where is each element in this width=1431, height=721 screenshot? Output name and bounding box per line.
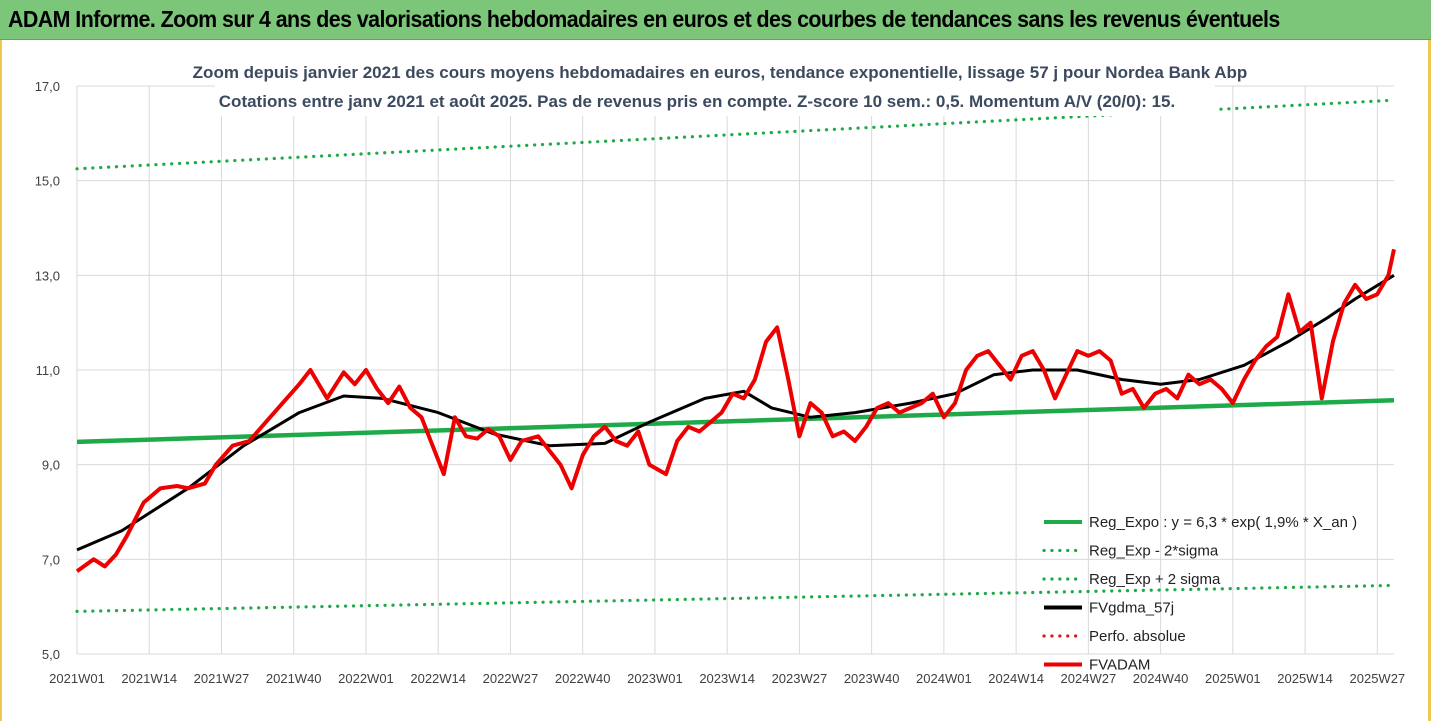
x-tick-label: 2021W27	[194, 671, 250, 686]
legend-label-4: Perfo. absolue	[1089, 628, 1186, 645]
y-tick-label: 5,0	[42, 647, 60, 662]
x-tick-label: 2024W14	[988, 671, 1044, 686]
y-axis-ticks: 5,0 7,0 9,0 11,0 13,0 15,0 17,0	[35, 79, 60, 662]
y-tick-label: 13,0	[35, 268, 60, 283]
series-line-5	[75, 248, 1396, 573]
legend-label-5: FVADAM	[1089, 657, 1150, 674]
x-tick-label: 2022W27	[483, 671, 539, 686]
series-line-0	[76, 398, 1395, 445]
x-tick-label: 2022W14	[410, 671, 466, 686]
legend-label-0: Reg_Expo : y = 6,3 * exp( 1,9% * X_an )	[1089, 514, 1357, 531]
x-tick-label: 2022W01	[338, 671, 394, 686]
x-tick-label: 2024W40	[1133, 671, 1189, 686]
x-tick-label: 2023W40	[844, 671, 900, 686]
x-tick-label: 2024W01	[916, 671, 972, 686]
y-tick-label: 17,0	[35, 79, 60, 94]
y-tick-label: 15,0	[35, 174, 60, 189]
legend-label-1: Reg_Exp - 2*sigma	[1089, 543, 1219, 560]
series-layer	[75, 98, 1396, 614]
report-title: ADAM Informe. Zoom sur 4 ans des valoris…	[8, 6, 1280, 32]
legend-label-3: FVgdma_57j	[1089, 600, 1174, 617]
line-chart: 5,0 7,0 9,0 11,0 13,0 15,0 17,0 2021W01 2021W14…	[35, 58, 1405, 686]
legend: Reg_Expo : y = 6,3 * exp( 1,9% * X_an ) R…	[1042, 514, 1357, 674]
x-tick-label: 2021W40	[266, 671, 322, 686]
chart-title: Zoom depuis janvier 2021 des cours moyen…	[193, 63, 1248, 82]
x-tick-label: 2025W14	[1277, 671, 1333, 686]
x-tick-label: 2023W01	[627, 671, 683, 686]
x-tick-label: 2022W40	[555, 671, 611, 686]
title-box	[215, 58, 1215, 116]
x-axis-ticks: 2021W01 2021W14 2021W27 2021W40 2022W01 2022W…	[49, 671, 1405, 686]
x-tick-label: 2025W27	[1350, 671, 1406, 686]
chart-frame: 5,0 7,0 9,0 11,0 13,0 15,0 17,0 2021W01 2021W14…	[0, 40, 1431, 721]
x-tick-label: 2021W01	[49, 671, 105, 686]
x-tick-label: 2021W14	[121, 671, 177, 686]
y-tick-label: 7,0	[42, 552, 60, 567]
series-line-3	[76, 274, 1395, 552]
report-banner: ADAM Informe. Zoom sur 4 ans des valoris…	[0, 0, 1431, 40]
x-tick-label: 2023W27	[772, 671, 828, 686]
x-tick-label: 2024W27	[1061, 671, 1117, 686]
y-tick-label: 11,0	[36, 363, 60, 378]
y-tick-label: 9,0	[42, 458, 60, 473]
chart-subtitle: Cotations entre janv 2021 et août 2025. …	[219, 92, 1175, 111]
x-tick-label: 2023W14	[699, 671, 755, 686]
gridlines	[76, 85, 1394, 655]
series-line-1	[75, 583, 1396, 614]
x-tick-label: 2025W01	[1205, 671, 1261, 686]
legend-label-2: Reg_Exp + 2 sigma	[1089, 571, 1221, 588]
